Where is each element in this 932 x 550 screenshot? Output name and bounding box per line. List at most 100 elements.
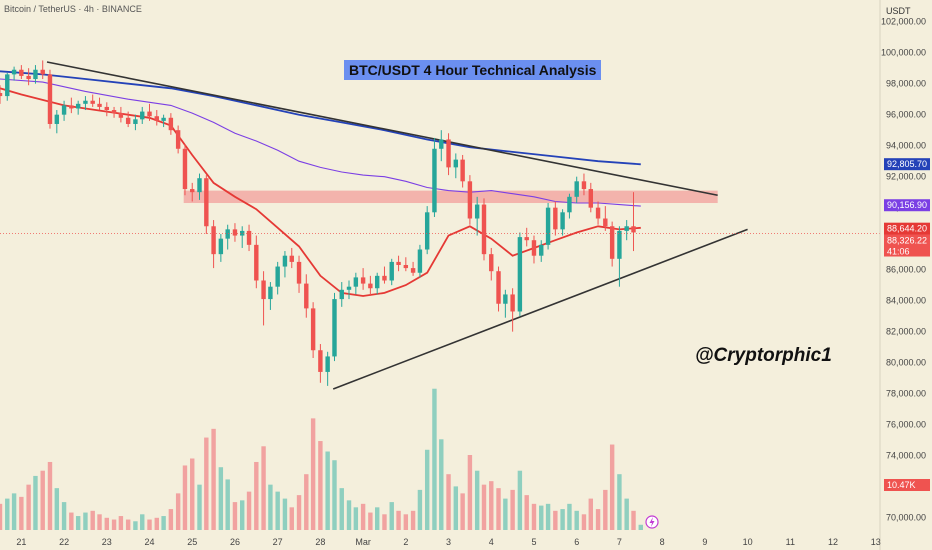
candle: [11, 66, 17, 81]
candle: [19, 65, 24, 80]
volume-bar: [389, 502, 394, 530]
candle: [403, 257, 409, 272]
candle-body: [204, 178, 209, 227]
x-axis[interactable]: 21 22 23 24 25 26 27 28 Mar 2 3 4 5 6 7 8 9 10 11 12 13: [16, 537, 880, 547]
volume-bar: [240, 500, 245, 530]
candle: [304, 274, 309, 318]
volume-bar: [417, 489, 423, 530]
candle: [560, 209, 565, 236]
candle-body: [54, 114, 60, 124]
candle: [510, 288, 515, 332]
candle-body: [424, 212, 430, 250]
candle-body: [125, 117, 131, 124]
candle-body: [154, 116, 159, 121]
currency-label[interactable]: USDT: [886, 6, 911, 16]
candle: [524, 227, 529, 247]
candle-body: [296, 261, 302, 284]
volume-bar: [424, 449, 430, 530]
candle-body: [339, 289, 344, 300]
volume-bar: [453, 486, 459, 530]
ma-purple-tag: 90,156.90: [884, 199, 930, 212]
volume-bar: [603, 489, 608, 530]
candle: [353, 272, 359, 295]
y-tick-label: 94,000.00: [886, 141, 926, 151]
volume-bar: [296, 495, 302, 530]
candle-body: [553, 207, 558, 230]
candle-body: [368, 283, 373, 289]
price-tags: 92,805.7090,156.9088,644.2088,326.2241:0…: [884, 158, 930, 491]
volume-bar: [531, 503, 537, 530]
volume-bar: [382, 514, 387, 530]
author-watermark: @Cryptorphic1: [695, 345, 832, 366]
x-tick-label: 13: [871, 537, 881, 547]
volume-bar: [75, 516, 81, 530]
candle-body: [175, 130, 181, 149]
volume-bar: [11, 493, 17, 530]
volume-bar: [360, 503, 366, 530]
volume-bar: [524, 495, 529, 530]
candle: [268, 282, 273, 310]
volume-bar: [403, 514, 409, 530]
volume-bar: [182, 465, 188, 530]
resistance-zone: [183, 190, 718, 204]
candle-body: [197, 178, 202, 193]
volume-bar: [567, 503, 572, 530]
candle: [197, 173, 202, 200]
volume-bar: [0, 503, 3, 530]
volume-bar: [310, 418, 316, 530]
candle: [588, 182, 594, 213]
ma-line-0: [0, 87, 641, 297]
candle-body: [0, 92, 3, 97]
candle: [47, 69, 53, 129]
volume-bar: [503, 498, 508, 530]
volume-bar: [346, 500, 352, 530]
candle-body: [496, 271, 501, 304]
volume-bar: [581, 514, 587, 530]
candle-body: [531, 240, 537, 256]
volume-bar: [147, 519, 152, 530]
candle: [467, 175, 473, 225]
candle-body: [61, 105, 67, 115]
candle-body: [268, 286, 273, 300]
candle: [246, 224, 252, 252]
candle: [168, 113, 174, 135]
candle-body: [254, 244, 259, 281]
candle: [382, 266, 387, 284]
volume-bar: [410, 510, 416, 530]
candle: [474, 196, 480, 236]
y-tick-label: 86,000.00: [886, 265, 926, 275]
candle: [489, 247, 494, 281]
candle: [40, 60, 45, 80]
candle: [574, 176, 579, 204]
lightning-icon[interactable]: [645, 515, 659, 529]
candle: [539, 240, 544, 262]
volume-bar: [474, 470, 480, 530]
candle-body: [374, 275, 380, 289]
volume-bar: [396, 510, 401, 530]
candle: [531, 235, 537, 264]
candle: [225, 224, 230, 250]
candle: [553, 201, 558, 236]
candle: [396, 255, 401, 272]
candle-body: [524, 237, 529, 241]
volume-bars: [0, 388, 643, 530]
volume-bar: [111, 519, 117, 530]
volume-bar: [175, 493, 181, 530]
candle-body: [481, 204, 487, 255]
volume-bar: [61, 502, 67, 530]
volume-bar: [246, 491, 252, 530]
volume-bar: [460, 493, 465, 530]
candle: [517, 232, 523, 317]
volume-bar: [282, 498, 288, 530]
candle: [133, 114, 138, 131]
volume-bar: [353, 507, 359, 530]
ma-line-1: [0, 78, 641, 207]
candle: [140, 106, 145, 124]
volume-bar: [517, 470, 523, 530]
volume-bar: [97, 514, 102, 530]
volume-bar: [574, 510, 579, 530]
candle: [432, 137, 437, 217]
x-tick-label: 23: [102, 537, 112, 547]
volume-bar: [631, 510, 636, 530]
